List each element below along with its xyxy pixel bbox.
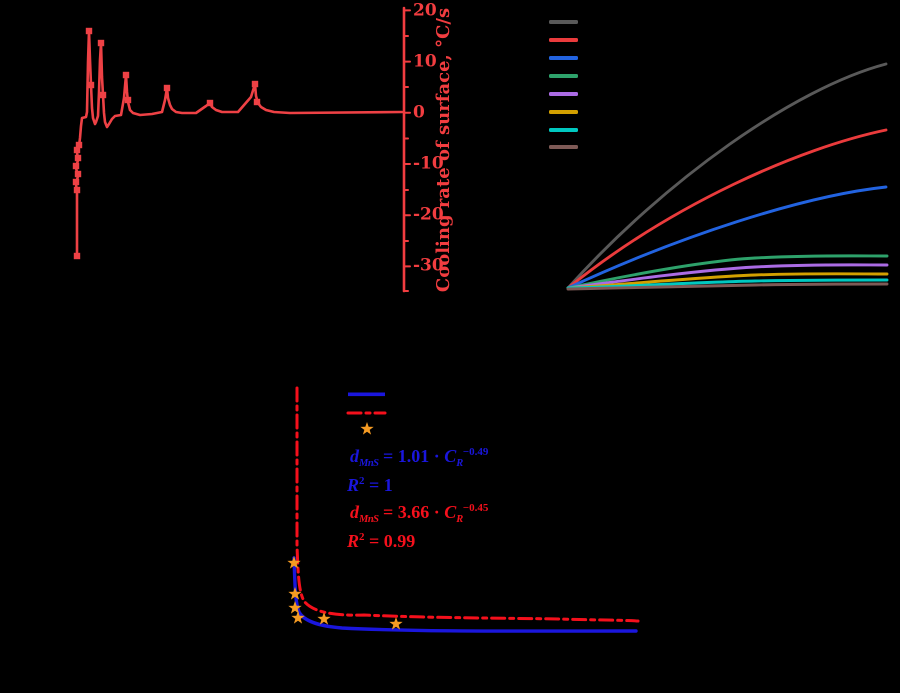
series-3-curve — [566, 185, 888, 290]
legend-swatch-series-3 — [549, 56, 578, 60]
square-marker — [75, 141, 83, 149]
eq-subscript: MnS — [359, 514, 379, 525]
series-5-curve — [566, 263, 889, 290]
square-marker — [73, 186, 81, 194]
tick-label: 0 — [413, 103, 425, 123]
square-marker — [251, 80, 259, 88]
legend-swatch-series-4 — [549, 74, 578, 78]
legend-swatch-series-1 — [549, 20, 578, 24]
series-1-curve — [566, 62, 888, 290]
square-marker — [72, 162, 80, 170]
eq-exponent: 2 — [359, 531, 365, 543]
star-marker — [389, 617, 403, 630]
legend-swatch-blue-line — [348, 392, 385, 397]
series-2-curve — [566, 128, 888, 290]
square-marker — [73, 252, 81, 260]
equation-fit-red: dMnS = 3.66 · CR−0.45 — [350, 502, 488, 526]
square-marker — [74, 154, 82, 162]
eq-variable: d — [350, 446, 359, 466]
tick-label: 10 — [413, 52, 437, 72]
panel-c-fit-plot — [287, 386, 640, 633]
tick-label: 20 — [413, 1, 437, 21]
square-marker — [97, 39, 105, 47]
eq-exponent: 2 — [359, 475, 365, 487]
fit-curve-red-dashdot — [295, 386, 640, 623]
tick-label: -10 — [413, 154, 444, 174]
panel-b-legend — [549, 20, 578, 149]
series-7-curve — [566, 278, 889, 290]
eq-variable: R — [347, 531, 360, 551]
eq-subscript: R — [456, 514, 463, 525]
square-marker — [74, 170, 82, 178]
panel-b-growth-plot — [549, 20, 889, 291]
legend-swatch-series-2 — [549, 38, 578, 42]
square-marker — [163, 84, 171, 92]
axis-minor-ticks — [403, 35, 409, 292]
eq-exponent: −0.45 — [462, 502, 489, 514]
eq-body: = 0.99 — [364, 531, 416, 551]
square-marker — [87, 81, 95, 89]
square-marker — [253, 98, 261, 106]
fit-curve-blue-solid — [292, 556, 638, 633]
y-axis-title: Cooling rate of surface, °C/s — [433, 8, 454, 292]
eq-variable: R — [347, 475, 360, 495]
eq-subscript: R — [456, 458, 463, 469]
eq-variable: C — [444, 446, 457, 466]
tick-label: -20 — [413, 205, 444, 225]
square-marker — [206, 99, 214, 107]
equation-r2-blue: R2 = 1 — [347, 475, 393, 496]
legend-swatch-series-8 — [549, 145, 578, 149]
legend-swatch-series-5 — [549, 92, 578, 96]
panel-c-legend — [346, 392, 387, 435]
series-6-curve — [566, 272, 889, 290]
legend-swatch-series-7 — [549, 128, 578, 132]
square-marker — [122, 71, 130, 79]
square-marker — [124, 96, 132, 104]
eq-body: = 3.66 · — [378, 502, 445, 522]
legend-star-marker — [360, 422, 374, 435]
axis-major-ticks — [403, 9, 411, 268]
legend-swatch-series-6 — [549, 110, 578, 114]
equation-r2-red: R2 = 0.99 — [347, 531, 415, 552]
tick-label: -30 — [413, 256, 444, 276]
eq-body: = 1.01 · — [378, 446, 445, 466]
star-marker — [291, 611, 305, 624]
eq-variable: d — [350, 502, 359, 522]
series-4-curve — [566, 254, 889, 290]
eq-variable: C — [444, 502, 457, 522]
eq-body: = 1 — [364, 475, 393, 495]
square-marker — [72, 178, 80, 186]
right-y-axis: 20 10 0 -10 -20 -30 Cooling rate of surf… — [402, 1, 454, 293]
eq-exponent: −0.49 — [462, 446, 489, 458]
square-marker — [85, 27, 93, 35]
panel-a-cooling-rate-plot: 20 10 0 -10 -20 -30 Cooling rate of surf… — [72, 1, 454, 293]
square-marker — [99, 91, 107, 99]
equation-fit-blue: dMnS = 1.01 · CR−0.49 — [350, 446, 488, 470]
series-8-curve — [566, 282, 889, 291]
cooling-rate-curve — [74, 29, 404, 258]
eq-subscript: MnS — [359, 458, 379, 469]
